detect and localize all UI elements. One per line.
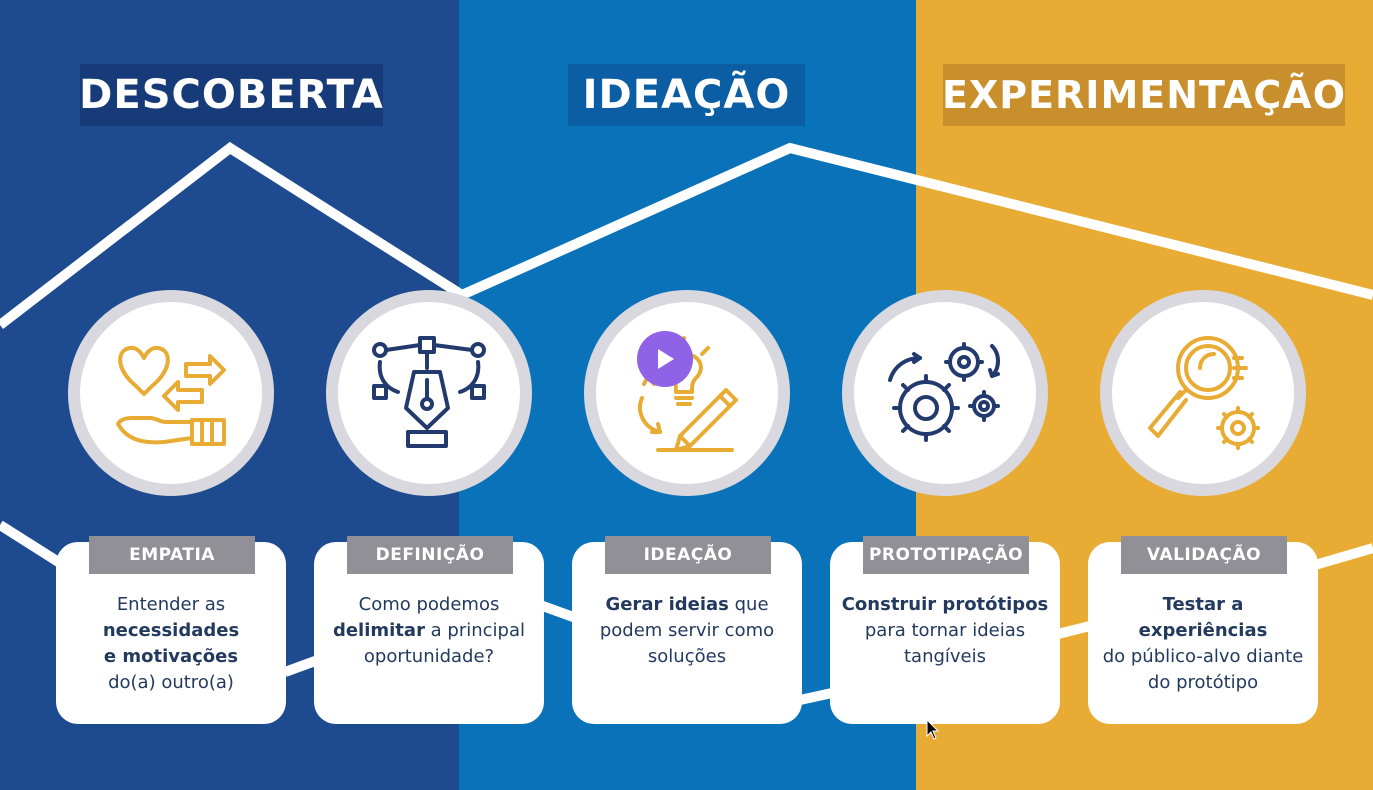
card-tag-ideacao: IDEAÇÃO bbox=[605, 536, 771, 574]
text-part-bold: Construir protótipos bbox=[841, 594, 1049, 615]
card-ideacao: IDEAÇÃO Gerar ideias que podem servir co… bbox=[572, 536, 802, 724]
card-empatia: EMPATIA Entender as necessidades e motiv… bbox=[56, 536, 286, 724]
card-tag-prototipacao: PROTOTIPAÇÃO bbox=[863, 536, 1029, 574]
prototipacao-icon-circle bbox=[842, 290, 1048, 496]
validacao-icon-circle bbox=[1100, 290, 1306, 496]
text-part: a principal oportunidade? bbox=[363, 620, 526, 667]
text-part: para tornar ideias tangíveis bbox=[864, 620, 1026, 667]
text-part: Como podemos bbox=[358, 594, 500, 615]
text-part: Entender as bbox=[116, 594, 226, 615]
phase-title-descoberta: DESCOBERTA bbox=[79, 64, 383, 126]
text-part: do público-alvo diante do protótipo bbox=[1102, 646, 1304, 693]
heart-hand-icon bbox=[116, 345, 226, 446]
text-part-bold: necessidades bbox=[102, 620, 240, 641]
phase-title-ideacao: IDEAÇÃO bbox=[568, 64, 805, 126]
pen-tool-icon bbox=[372, 336, 486, 448]
card-text-prototipacao: Construir protótipos para tornar ideias … bbox=[840, 592, 1050, 670]
definicao-icon-circle bbox=[326, 290, 532, 496]
card-prototipacao: PROTOTIPAÇÃO Construir protótipos para t… bbox=[830, 536, 1060, 724]
empatia-icon-circle bbox=[68, 290, 274, 496]
card-tag-definicao: DEFINIÇÃO bbox=[347, 536, 513, 574]
text-part: do(a) outro(a) bbox=[108, 672, 234, 693]
text-part-bold: delimitar bbox=[332, 620, 425, 641]
text-part-bold: Gerar ideias bbox=[605, 594, 729, 615]
card-text-ideacao: Gerar ideias que podem servir como soluç… bbox=[582, 592, 792, 670]
text-part: que podem servir como soluções bbox=[599, 594, 775, 667]
play-icon bbox=[658, 349, 674, 369]
gears-icon bbox=[888, 342, 1000, 442]
card-text-empatia: Entender as necessidades e motivações do… bbox=[66, 592, 276, 696]
card-validacao: VALIDAÇÃO Testar a experiências do públi… bbox=[1088, 536, 1318, 724]
mouse-cursor-icon bbox=[926, 719, 940, 740]
play-button[interactable] bbox=[637, 331, 693, 387]
text-part-bold: e motivações bbox=[103, 646, 239, 667]
card-tag-empatia: EMPATIA bbox=[89, 536, 255, 574]
text-part-bold: Testar a experiências bbox=[1138, 594, 1268, 641]
magnifier-gear-icon bbox=[1148, 336, 1260, 450]
card-text-definicao: Como podemos delimitar a principal oport… bbox=[324, 592, 534, 670]
card-text-validacao: Testar a experiências do público-alvo di… bbox=[1098, 592, 1308, 696]
phase-title-experimentacao: EXPERIMENTAÇÃO bbox=[942, 64, 1345, 126]
ideacao-icon-circle bbox=[584, 290, 790, 496]
card-definicao: DEFINIÇÃO Como podemos delimitar a princ… bbox=[314, 536, 544, 724]
card-tag-validacao: VALIDAÇÃO bbox=[1121, 536, 1287, 574]
